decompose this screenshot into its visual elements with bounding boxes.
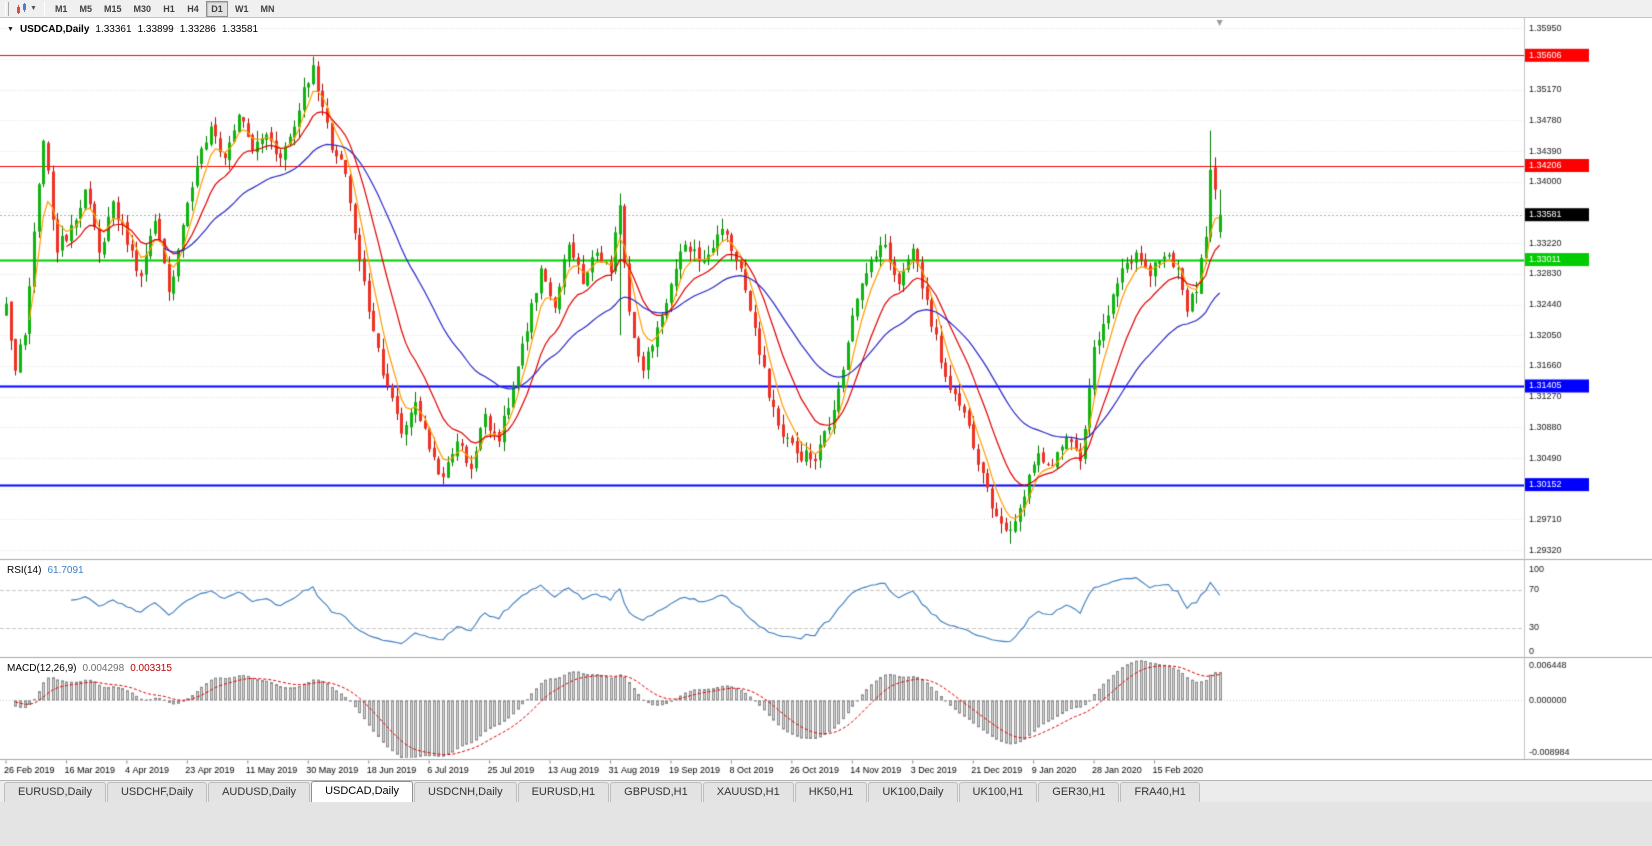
timeframe-button-w1[interactable]: W1 xyxy=(230,1,254,17)
chart-periods-icon-button[interactable]: ▼ xyxy=(12,1,40,17)
timeframe-button-m15[interactable]: M15 xyxy=(99,1,127,17)
bottom-tab-gbpusd-h1[interactable]: GBPUSD,H1 xyxy=(610,782,702,802)
window-background xyxy=(0,802,1652,846)
bottom-tab-usdchf-daily[interactable]: USDCHF,Daily xyxy=(106,782,208,802)
price-chart-canvas[interactable] xyxy=(0,18,1652,780)
timeframe-button-d1[interactable]: D1 xyxy=(206,0,228,17)
bottom-tab-fra40-h1[interactable]: FRA40,H1 xyxy=(1120,782,1200,802)
timeframe-button-mn[interactable]: MN xyxy=(256,1,280,17)
bottom-tab-audusd-daily[interactable]: AUDUSD,Daily xyxy=(208,782,311,802)
bottom-tab-eurusd-daily[interactable]: EURUSD,Daily xyxy=(4,782,106,802)
bottom-tab-usdcad-daily[interactable]: USDCAD,Daily xyxy=(311,781,414,802)
timeframe-button-m5[interactable]: M5 xyxy=(74,1,97,17)
chevron-down-icon: ▼ xyxy=(30,5,37,12)
bottom-tab-ger30-h1[interactable]: GER30,H1 xyxy=(1038,782,1120,802)
timeframe-button-h1[interactable]: H1 xyxy=(158,1,180,17)
chart-collapse-icon[interactable]: ▼ xyxy=(7,26,14,33)
bottom-tab-uk100-h1[interactable]: UK100,H1 xyxy=(958,782,1038,802)
timeframe-button-m1[interactable]: M1 xyxy=(50,1,73,17)
bottom-tab-hk50-h1[interactable]: HK50,H1 xyxy=(794,782,868,802)
chart-tab-bar: EURUSD,Daily USDCHF,Daily AUDUSD,Daily U… xyxy=(0,780,1652,802)
candlestick-icon xyxy=(17,2,26,14)
chart-area: ▼ USDCAD,Daily 1.33361 1.33899 1.33286 1… xyxy=(0,18,1652,780)
bottom-tab-usdcnh-daily[interactable]: USDCNH,Daily xyxy=(414,782,517,802)
bottom-tab-uk100-daily[interactable]: UK100,Daily xyxy=(868,782,958,802)
bottom-tab-eurusd-h1[interactable]: EURUSD,H1 xyxy=(517,782,610,802)
toolbar-separator xyxy=(43,2,45,15)
timeframe-toolbar: ▼ M1 M5 M15 M30 H1 H4 D1 W1 MN xyxy=(0,0,1652,18)
timeframe-button-h4[interactable]: H4 xyxy=(182,1,204,17)
bottom-tab-xauusd-h1[interactable]: XAUUSD,H1 xyxy=(702,782,794,802)
toolbar-drag-handle[interactable] xyxy=(5,1,9,16)
timeframe-button-m30[interactable]: M30 xyxy=(128,1,156,17)
